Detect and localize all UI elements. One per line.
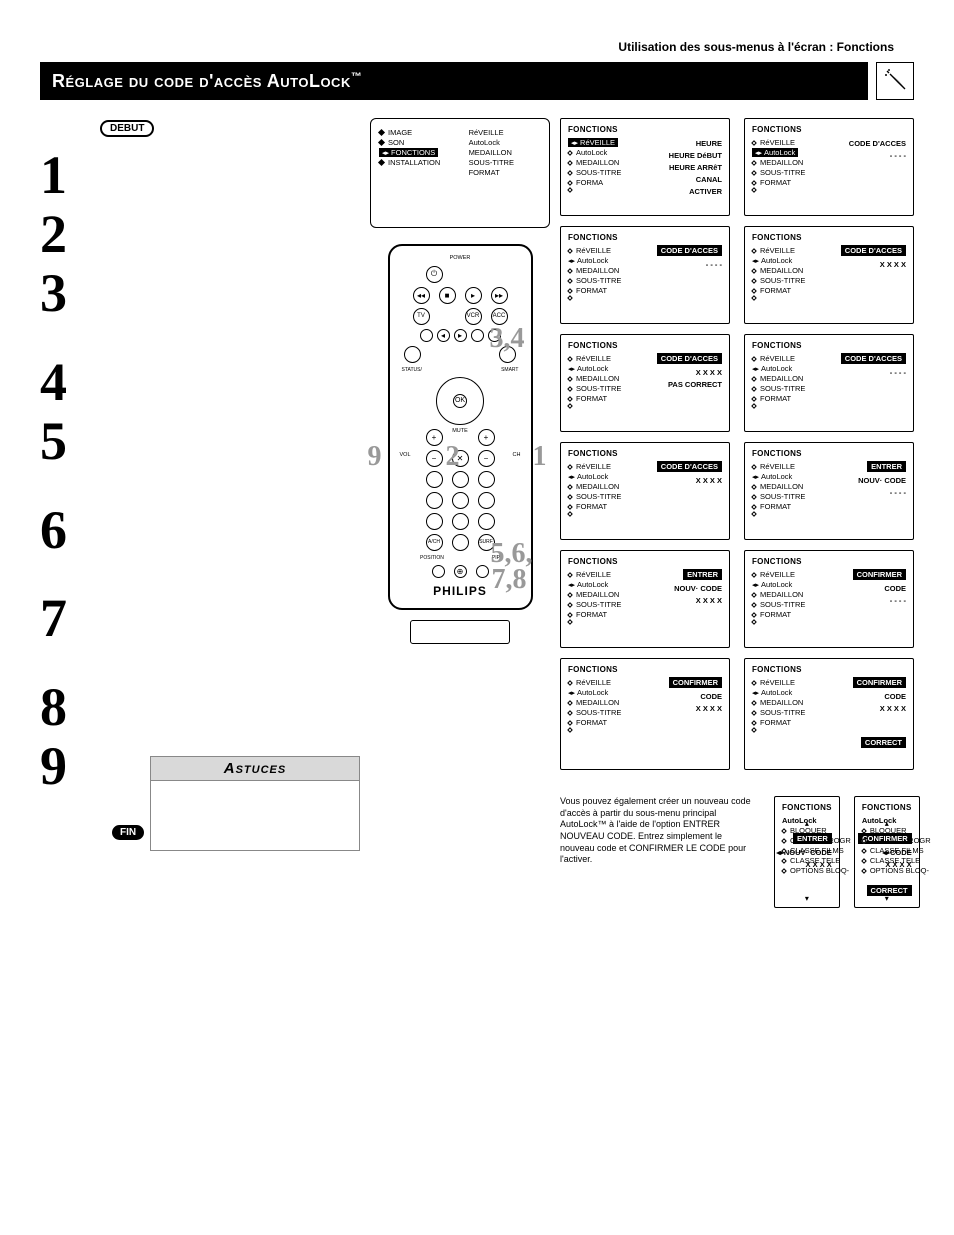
screen-nouv-xxxx: FONCTIONS RéVEILLEENTRER ◂▸AutoLockNOUV·… (560, 550, 730, 648)
screen-confirmer-xxxx: FONCTIONS RéVEILLECONFIRMER ◂▸AutoLockCO… (560, 658, 730, 770)
screen-entrer-nouv: FONCTIONS RéVEILLEENTRER ◂▸AutoLockNOUV·… (744, 442, 914, 540)
screen-code-blank-3: FONCTIONS RéVEILLECODE D'ACCES ◂▸AutoLoc… (744, 334, 914, 432)
step-4: 4 (40, 356, 140, 409)
screen-pas-correct: FONCTIONS RéVEILLECODE D'ACCES ◂▸AutoLoc… (560, 334, 730, 432)
step-1: 1 (40, 149, 140, 202)
stop-button[interactable]: ■ (439, 287, 456, 304)
remote-control: POWER ⏻ ◂◂ ■ ▸ ▸▸ TV VCR ACC ◂ ▸ (388, 244, 533, 610)
callout-56: 5,6, (491, 543, 533, 565)
play-button[interactable]: ▸ (465, 287, 482, 304)
screen-autolock-sub-entrer: FONCTIONS AutoLock ▴ BLOQUERENTRER CANAU… (774, 796, 840, 908)
astuces-body (150, 781, 360, 851)
clock-button[interactable]: A/CH (426, 534, 443, 551)
ch-up[interactable]: + (478, 429, 495, 446)
ffwd-button[interactable]: ▸▸ (491, 287, 508, 304)
vol-down[interactable]: − (426, 450, 443, 467)
vol-up[interactable]: + (426, 429, 443, 446)
vcr-button[interactable]: VCR (465, 308, 482, 325)
screen-autolock-sub-confirmer: FONCTIONS AutoLock ▴ BLOQUERCONFIRMER CA… (854, 796, 920, 908)
screen-confirmer-correct: FONCTIONS RéVEILLECONFIRMER ◂▸AutoLockCO… (744, 658, 914, 770)
screen-reveille-heure: FONCTIONS ◂▸RéVEILLEHEURE AutoLockHEURE … (560, 118, 730, 216)
acc-button[interactable]: ACC (491, 308, 508, 325)
ch-down[interactable]: − (478, 450, 495, 467)
ok-button[interactable]: OK (453, 394, 467, 408)
step-2: 2 (40, 208, 140, 261)
callout-2: 2 (446, 446, 460, 468)
step-8: 8 (40, 681, 140, 734)
page-title: Réglage du code d'accès AutoLock™ (52, 71, 362, 92)
step-number-column: DEBUT 1 2 3 4 5 6 7 8 9 FIN (40, 118, 140, 908)
joystick[interactable]: OK (436, 377, 484, 425)
step-3: 3 (40, 267, 140, 320)
page-header: Utilisation des sous-menus à l'écran : F… (40, 40, 914, 54)
step-7: 7 (40, 592, 140, 645)
title-bar: Réglage du code d'accès AutoLock™ (40, 62, 868, 100)
tv-button[interactable]: TV (413, 308, 430, 325)
callout-78: 7,8 (492, 569, 527, 591)
main-menu-panel: IMAGE SON ◂▸FONCTIONS INSTALLATION RéVEI… (370, 118, 550, 228)
callout-1: 1 (533, 446, 547, 468)
screens-grid: FONCTIONS ◂▸RéVEILLEHEURE AutoLockHEURE … (560, 118, 914, 908)
step-9: 9 (40, 740, 140, 793)
step-5: 5 (40, 415, 140, 468)
screen-code-xxxx: FONCTIONS RéVEILLECODE D'ACCES ◂▸AutoLoc… (744, 226, 914, 324)
step-6: 6 (40, 504, 140, 557)
screen-code-blank-2: FONCTIONS RéVEILLECODE D'ACCES ◂▸AutoLoc… (560, 226, 730, 324)
display-slot (410, 620, 510, 644)
screen-code-xxxx-2: FONCTIONS RéVEILLECODE D'ACCES ◂▸AutoLoc… (560, 442, 730, 540)
callout-34: 3,4 (490, 328, 525, 350)
astuces-heading: Astuces (150, 756, 360, 781)
source-button[interactable] (404, 346, 421, 363)
callout-9: 9 (368, 446, 382, 468)
footer-note: Vous pouvez également créer un nouveau c… (560, 796, 760, 866)
rewind-button[interactable]: ◂◂ (413, 287, 430, 304)
screen-autolock-code-blank: FONCTIONS RéVEILLECODE D'ACCES ◂▸AutoLoc… (744, 118, 914, 216)
wand-icon (876, 62, 914, 100)
screen-confirmer-blank: FONCTIONS RéVEILLECONFIRMER ◂▸AutoLockCO… (744, 550, 914, 648)
power-button[interactable]: ⏻ (426, 266, 443, 283)
